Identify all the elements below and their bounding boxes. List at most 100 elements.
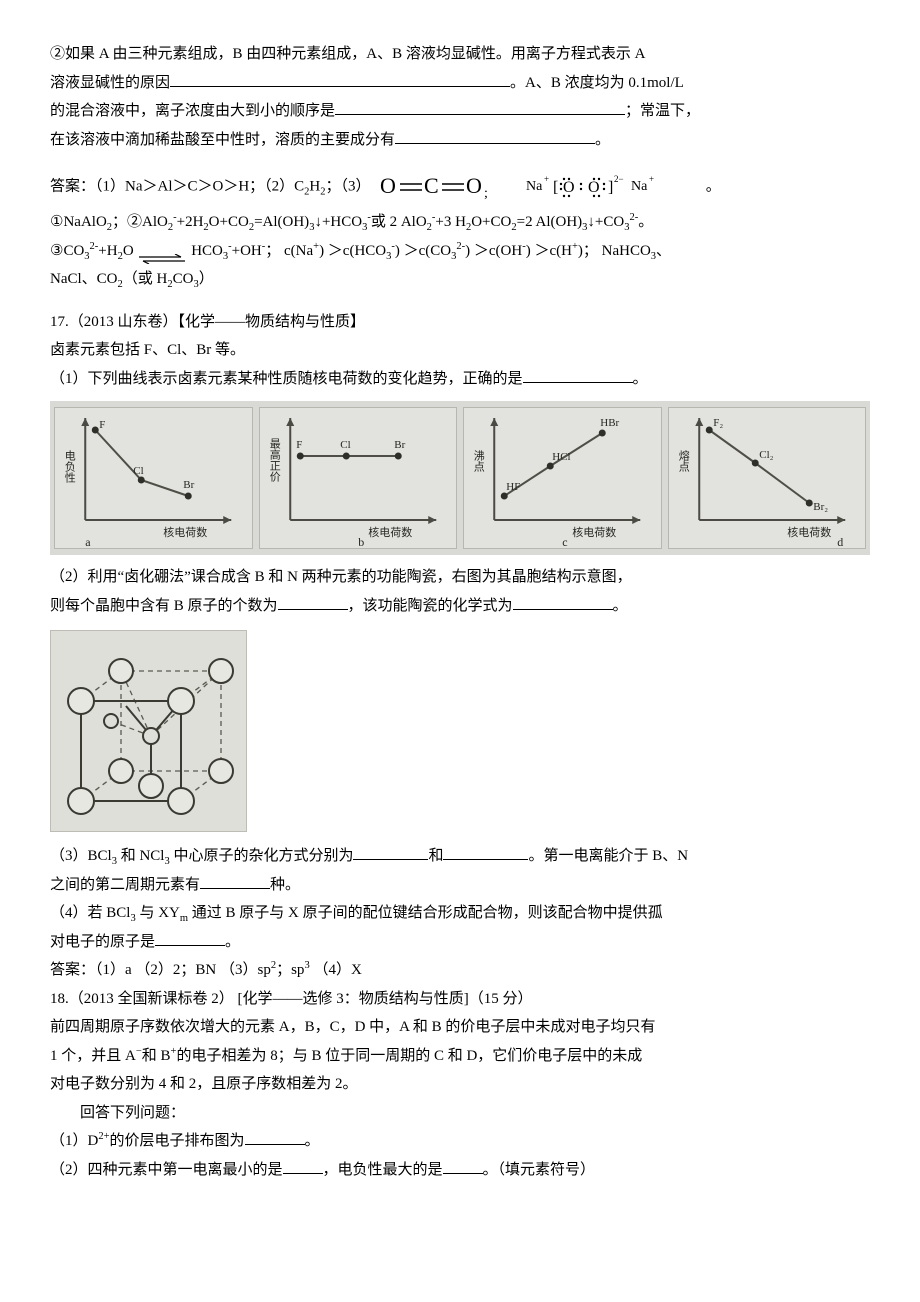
q16-ans-line2: ①NaAlO2；②AlO2-+2H2O+CO2=Al(OH)3↓+HCO3-或 … [50,208,870,237]
q3t5: 。第一电离能介于 B、N [528,848,688,864]
v1: 3 [84,251,89,262]
w1: NaCl、CO [50,271,118,287]
s7: 2 [427,222,432,233]
q17q1s: 。 [633,371,648,387]
q17-q3-blank2 [443,843,528,861]
q17-title: 17.（2013 山东卷）【化学——物质结构与性质】 [50,308,870,337]
q17-q3-blank3 [200,871,270,889]
t8: +3 H [435,214,466,230]
q16-line2-suffix: 。A、B 浓度均为 0.1mol/L [510,75,684,91]
q17at3: （4）X [310,962,362,978]
q16-line4-suffix: 。 [595,132,610,148]
svg-text:C: C [424,173,439,198]
period: 。 [706,178,721,194]
t2: ；②AlO [112,214,168,230]
q16-line4: 在该溶液中滴加稀盐酸至中性时，溶质的主要成分有 。 [50,126,870,155]
u10: ) ＞c(H [526,243,572,259]
q17-q2-blank2 [513,592,613,610]
svg-text:核电荷数: 核电荷数 [163,525,207,539]
v7: 3 [451,251,456,262]
q18p2a: 1 个，并且 A [50,1048,136,1064]
svg-text:d: d [837,535,843,548]
u4: HCO [191,243,223,259]
q17-q2a: （2）利用“卤化硼法”课合成含 B 和 N 两种元素的功能陶瓷，右图为其晶胞结构… [50,563,870,592]
q18-q2: （2）四种元素中第一电离最小的是，电负性最大的是。（填元素符号） [50,1156,870,1185]
svg-text:F: F [99,419,105,431]
u8: ) ＞c(CO [395,243,451,259]
svg-text:核电荷数: 核电荷数 [787,525,831,539]
v7b: 2- [456,241,465,252]
q16-blank2 [335,98,625,116]
q18p2b: 和 B [142,1048,171,1064]
svg-text:HCl: HCl [552,451,570,463]
svg-text:核电荷数: 核电荷数 [572,525,616,539]
q17-q2b: 则每个晶胞中含有 B 原子的个数为，该功能陶瓷的化学式为。 [50,592,870,621]
q17-ans: 答案：（1）a （2）2；BN （3）sp2；sp3 （4）X [50,956,870,985]
svg-text:O: O [466,173,482,198]
svg-text:电负性: 电负性 [63,450,76,484]
q18-p3: 对电子数分别为 4 和 2，且原子序数相差为 2。 [50,1070,870,1099]
s2: 2 [168,222,173,233]
t9: O+CO [471,214,511,230]
q17-q3-blank1 [353,843,428,861]
q4t2: 与 XY [136,905,180,921]
w3: CO [173,271,194,287]
q18q2a: （2）四种元素中第一电离最小的是 [50,1162,283,1178]
chart-d: 熔点 核电荷数 d F₂ Cl₂ Br₂ [668,407,867,549]
q18q2b: ，电负性最大的是 [323,1162,443,1178]
q16-ans-c2h2-suffix: ；（3） [326,178,371,194]
equilibrium-arrow-icon [137,246,187,256]
q17q2s: 。 [613,598,628,614]
q17q1p: （1）下列曲线表示卤素元素某种性质随核电荷数的变化趋势，正确的是 [50,371,523,387]
q16-ans-line4: NaCl、CO2（或 H2CO3） [50,265,870,294]
q17-q4b: 对电子的原子是。 [50,928,870,957]
u1: ③CO [50,243,84,259]
q17q2p: 则每个晶胞中含有 B 原子的个数为 [50,598,278,614]
chart-a: 电负性 核电荷数 a F Cl Br [54,407,253,549]
svg-text:+: + [649,174,654,184]
q17-q4a: （4）若 BCl3 与 XYm 通过 B 原子与 X 原子间的配位键结合形成配合… [50,899,870,928]
t10: =2 Al(OH) [517,214,583,230]
q17-q1: （1）下列曲线表示卤素元素某种性质随核电荷数的变化趋势，正确的是 。 [50,365,870,394]
s11b: 2- [629,212,638,223]
q18q1b: 的价层电子排布图为 [110,1133,245,1149]
u12: 、 [656,243,671,259]
svg-text:Cl₂: Cl₂ [759,449,773,461]
svg-text:2−: 2− [614,174,624,184]
q17-q4-blank [155,928,225,946]
q18q1a: （1）D [50,1133,98,1149]
svg-text:核电荷数: 核电荷数 [368,525,412,539]
v1b: 2- [90,241,99,252]
svg-text:O: O [563,179,575,196]
q3t6: 之间的第二周期元素有 [50,877,200,893]
chart-b: 最高正价 核电荷数 b F Cl Br [259,407,458,549]
co2-structure-icon: O C O ; [380,173,510,201]
svg-text:沸点: 沸点 [472,450,485,473]
q16-blank3 [395,126,595,144]
t1: ①NaAlO [50,214,107,230]
t4: O+CO [209,214,249,230]
na2o2-lewis-icon: Na + [ O O ] 2− Na + [526,172,696,202]
t3: +2H [177,214,204,230]
u9: ) ＞c(OH [465,243,522,259]
q4t5: 。 [225,934,240,950]
svg-text:HF: HF [506,481,520,493]
q17-q2-blank1 [278,592,348,610]
svg-text:HBr: HBr [600,417,619,429]
svg-text:a: a [85,535,91,548]
svg-text:]: ] [608,179,613,196]
q16-line2: 溶液显碱性的原因。A、B 浓度均为 0.1mol/L [50,69,870,98]
svg-text:Br: Br [183,479,194,491]
q4s2: m [180,913,188,924]
u5: +OH [232,243,262,259]
v6: 3 [386,251,391,262]
svg-text:O: O [380,173,396,198]
q18-title: 18.（2013 全国新课标卷 2） [化学——选修 3：物质结构与性质]（15… [50,985,870,1014]
q3t2: 和 NCl [117,848,165,864]
q18-q2-blank2 [443,1156,483,1174]
q3t4: 和 [428,848,443,864]
q16-line4-prefix: 在该溶液中滴加稀盐酸至中性时，溶质的主要成分有 [50,132,395,148]
q3t7: 种。 [270,877,300,893]
svg-text:Cl: Cl [340,439,350,451]
svg-text:+: + [544,174,549,184]
